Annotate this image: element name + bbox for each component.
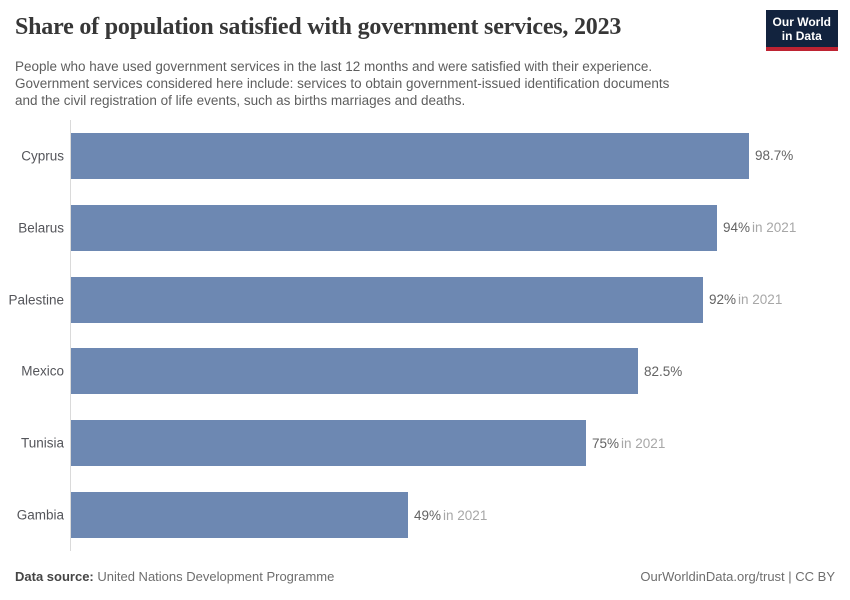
value-label: 75% in 2021	[592, 436, 665, 451]
chart-row: Belarus 94% in 2021	[0, 192, 850, 264]
bar-gambia[interactable]	[71, 492, 408, 539]
value-text: 49%	[414, 507, 442, 523]
value-text: 94%	[723, 220, 751, 236]
owid-logo-line1: Our World	[772, 15, 831, 29]
category-label: Cyprus	[21, 148, 64, 164]
data-source-label: Data source:	[15, 569, 94, 584]
data-source-value: United Nations Development Programme	[93, 569, 335, 584]
chart-row: Palestine 92% in 2021	[0, 264, 850, 336]
data-source: Data source: United Nations Development …	[15, 569, 334, 584]
subtitle-line: People who have used government services…	[15, 59, 653, 74]
chart-subtitle: People who have used government services…	[15, 58, 669, 109]
year-note: in 2021	[621, 435, 666, 451]
chart-footer: Data source: United Nations Development …	[15, 569, 835, 584]
value-label: 98.7%	[755, 148, 793, 163]
category-label: Gambia	[16, 507, 64, 523]
credit-link[interactable]: OurWorldinData.org/trust | CC BY	[640, 569, 835, 584]
bar-tunisia[interactable]	[71, 420, 586, 467]
category-label: Tunisia	[20, 435, 64, 451]
page-title: Share of population satisfied with gover…	[15, 14, 622, 40]
category-label: Palestine	[8, 292, 64, 308]
year-note: in 2021	[443, 507, 488, 523]
chart-row: Tunisia 75% in 2021	[0, 407, 850, 479]
chart-row: Gambia 49% in 2021	[0, 479, 850, 551]
bar-palestine[interactable]	[71, 276, 703, 323]
chart-row: Cyprus 98.7%	[0, 120, 850, 192]
value-text: 92%	[709, 292, 737, 308]
bar-cyprus[interactable]	[71, 132, 749, 179]
value-label: 49% in 2021	[414, 508, 487, 523]
bar-chart: Cyprus 98.7% Belarus 94% in 2021 Palestine 92%…	[0, 120, 850, 551]
year-note: in 2021	[738, 292, 783, 308]
value-text: 98.7%	[755, 148, 794, 164]
chart-rows: Cyprus 98.7% Belarus 94% in 2021 Palestine 92%…	[0, 120, 850, 551]
value-text: 75%	[592, 435, 620, 451]
chart-row: Mexico 82.5%	[0, 335, 850, 407]
bar-belarus[interactable]	[71, 204, 717, 251]
value-text: 82.5%	[644, 363, 683, 379]
owid-logo-line2: in Data	[781, 29, 822, 43]
owid-logo: Our World in Data	[765, 10, 838, 51]
year-note: in 2021	[752, 220, 797, 236]
category-label: Belarus	[18, 220, 64, 236]
subtitle-line: Government services considered here incl…	[15, 76, 670, 91]
value-label: 92% in 2021	[709, 292, 782, 307]
y-axis-line	[70, 120, 71, 551]
value-label: 82.5%	[644, 364, 682, 379]
subtitle-line: and the civil registration of life event…	[15, 93, 466, 108]
bar-mexico[interactable]	[71, 348, 638, 395]
value-label: 94% in 2021	[723, 220, 796, 235]
category-label: Mexico	[21, 363, 64, 379]
